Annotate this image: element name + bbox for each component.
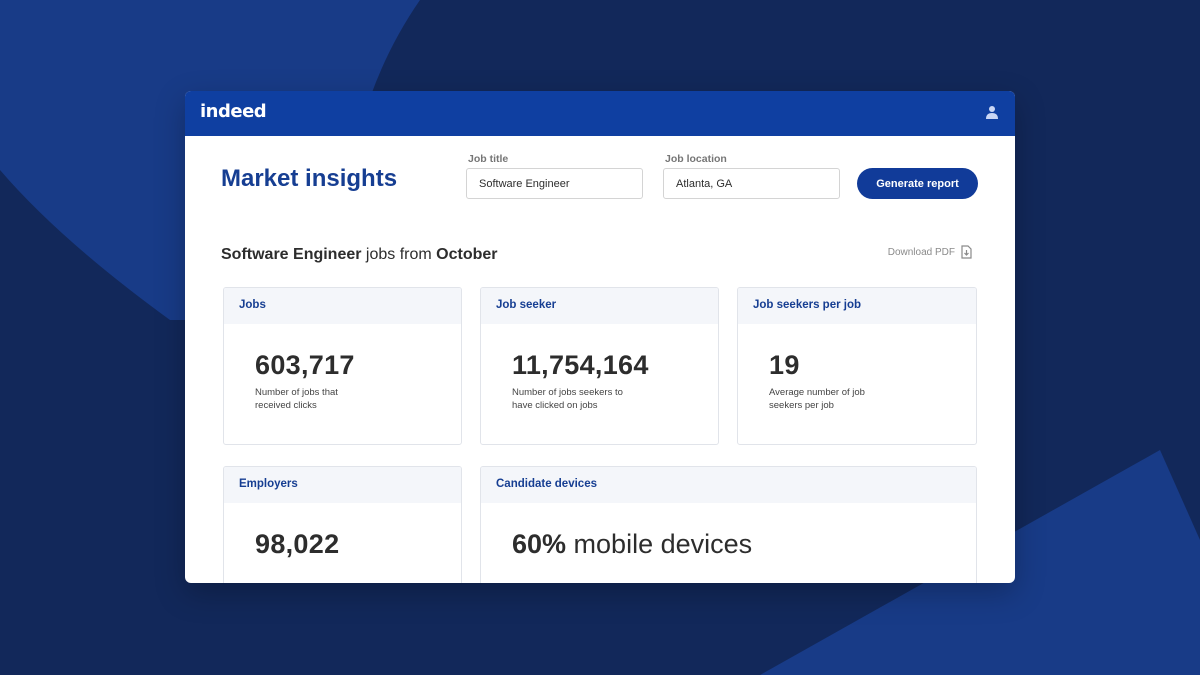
card-value: 98,022 — [255, 529, 340, 559]
report-month: October — [436, 246, 498, 263]
card-value: 60% mobile devices — [512, 529, 752, 560]
card-value: 603,717 — [255, 350, 355, 380]
job-title-label: Job title — [468, 153, 509, 165]
card-description: Number of jobs seekers to have clicked o… — [512, 387, 623, 411]
devices-percent: 60% — [512, 529, 567, 559]
job-seeker-card: Job seeker 11,754,164 Number of jobs see… — [480, 287, 719, 445]
download-pdf-button[interactable]: Download PDF — [888, 245, 972, 259]
card-description: Average number of job seekers per job — [769, 387, 865, 411]
report-role: Software Engineer — [221, 246, 362, 263]
download-file-icon — [961, 245, 972, 259]
card-title: Employers — [224, 467, 461, 503]
jobs-card: Jobs 603,717 Number of jobs that receive… — [223, 287, 462, 445]
card-value: 19 — [769, 350, 800, 380]
user-icon[interactable] — [985, 105, 999, 119]
card-title: Job seeker — [481, 288, 718, 324]
card-title: Jobs — [224, 288, 461, 324]
page-title: Market insights — [221, 165, 398, 192]
report-heading: Software Engineer jobs from October — [221, 246, 498, 264]
generate-report-button[interactable]: Generate report — [857, 168, 978, 199]
report-heading-mid: jobs from — [361, 246, 437, 263]
job-seekers-per-job-card: Job seekers per job 19 Average number of… — [737, 287, 977, 445]
devices-label: mobile devices — [566, 529, 753, 559]
card-value: 11,754,164 — [512, 350, 649, 380]
download-pdf-label: Download PDF — [887, 246, 955, 258]
candidate-devices-card: Candidate devices 60% mobile devices — [480, 466, 977, 583]
card-title: Job seekers per job — [738, 288, 976, 324]
job-title-input[interactable] — [466, 168, 643, 199]
card-description: Number of jobs that received clicks — [255, 387, 338, 411]
employers-card: Employers 98,022 — [223, 466, 462, 583]
app-window: indeed Market insights Job title Job loc… — [185, 91, 1015, 583]
card-title: Candidate devices — [481, 467, 976, 503]
job-location-input[interactable] — [663, 168, 840, 199]
job-location-label: Job location — [665, 153, 727, 165]
top-bar: indeed — [185, 91, 1015, 136]
indeed-logo[interactable]: indeed — [200, 101, 267, 122]
